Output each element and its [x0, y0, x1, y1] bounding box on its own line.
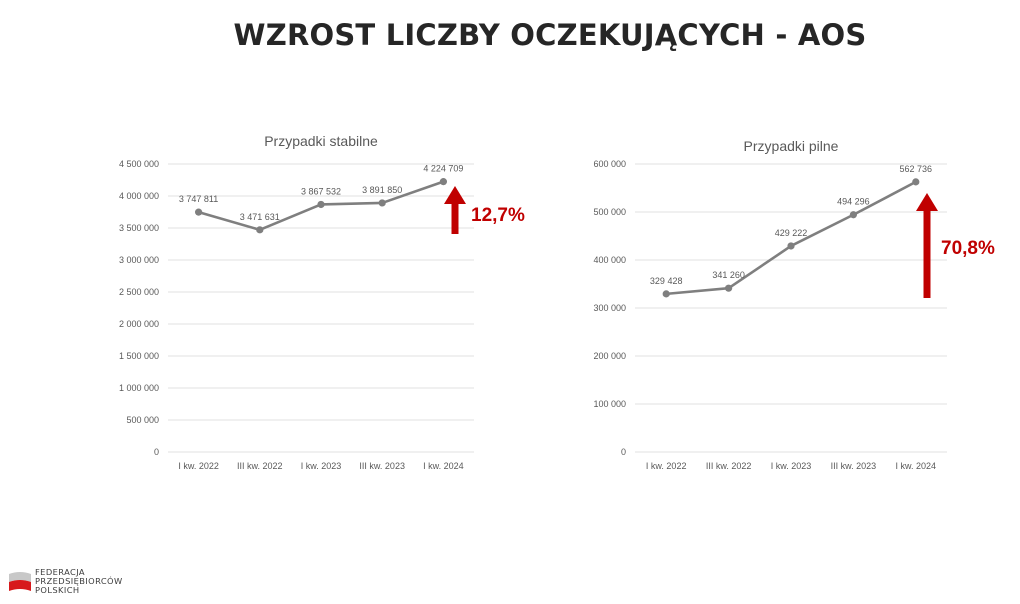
growth-label: 12,7% — [471, 205, 525, 226]
data-label: 4 224 709 — [423, 164, 463, 174]
data-label: 329 428 — [650, 276, 683, 286]
data-point — [662, 290, 670, 298]
y-tick-label: 1 500 000 — [119, 351, 159, 361]
data-label: 3 747 811 — [179, 194, 218, 204]
logo-text: FEDERACJA PRZEDSIĘBIORCÓW POLSKICH — [35, 567, 123, 596]
logo-line-3: POLSKICH — [35, 585, 80, 596]
logo-line-2: PRZEDSIĘBIORCÓW — [35, 576, 123, 587]
y-tick-label: 4 000 000 — [119, 191, 159, 201]
data-point — [256, 226, 264, 234]
data-point — [787, 242, 795, 250]
data-point — [849, 211, 858, 219]
logo-line-1: FEDERACJA — [35, 567, 85, 577]
chart-urgent-cases: Przypadki pilne 0 100 000 200 000 300 000 400… — [593, 138, 995, 471]
growth-label: 70,8% — [941, 238, 995, 259]
data-label: 3 471 631 — [240, 212, 280, 222]
growth-arrow-icon — [444, 186, 466, 234]
x-tick-label: III kw. 2022 — [706, 461, 752, 471]
x-tick-label: III kw. 2023 — [831, 461, 877, 471]
x-tick-label: I kw. 2022 — [646, 461, 687, 471]
y-tick-label: 500 000 — [593, 207, 626, 217]
y-tick-label: 3 000 000 — [119, 255, 159, 265]
y-tick-label: 3 500 000 — [119, 223, 159, 233]
data-point — [195, 208, 203, 216]
y-tick-label: 4 500 000 — [119, 159, 159, 169]
y-tick-label: 400 000 — [593, 255, 626, 265]
chart-title: Przypadki pilne — [744, 138, 839, 154]
data-point — [439, 178, 447, 186]
data-point — [912, 178, 920, 186]
y-tick-label: 200 000 — [593, 351, 626, 361]
x-tick-label: I kw. 2023 — [771, 461, 812, 471]
data-point — [725, 284, 733, 292]
y-tick-label: 600 000 — [593, 159, 626, 169]
growth-arrow-head — [444, 186, 466, 204]
x-tick-label: III kw. 2022 — [237, 461, 283, 471]
federation-logo: FEDERACJA PRZEDSIĘBIORCÓW POLSKICH — [8, 567, 158, 598]
y-tick-label: 0 — [621, 447, 626, 457]
data-label: 429 222 — [775, 228, 808, 238]
x-tick-label: I kw. 2023 — [301, 461, 342, 471]
growth-arrow-shaft — [451, 200, 459, 234]
y-tick-label: 500 000 — [126, 415, 159, 425]
x-tick-label: I kw. 2022 — [178, 461, 219, 471]
data-label: 341 260 — [712, 270, 745, 280]
x-tick-label: III kw. 2023 — [359, 461, 405, 471]
data-point — [378, 199, 386, 207]
chart-stable-cases: Przypadki stabilne 0 500 000 1 000 000 1 500… — [119, 133, 525, 471]
y-tick-label: 300 000 — [593, 303, 626, 313]
data-label: 3 891 850 — [362, 185, 402, 195]
y-tick-label: 1 000 000 — [119, 383, 159, 393]
data-label: 562 736 — [900, 164, 933, 174]
growth-arrow-shaft — [923, 207, 931, 298]
page-title: WZROST LICZBY OCZEKUJĄCYCH - AOS — [233, 18, 867, 52]
y-tick-label: 2 000 000 — [119, 319, 159, 329]
data-point — [317, 200, 325, 209]
x-tick-label: I kw. 2024 — [423, 461, 464, 471]
growth-arrow-icon — [916, 193, 938, 298]
data-label: 3 867 532 — [301, 186, 341, 196]
chart-title: Przypadki stabilne — [264, 133, 378, 149]
y-tick-label: 0 — [154, 447, 159, 457]
y-tick-label: 2 500 000 — [119, 287, 159, 297]
flag-logo-icon — [9, 572, 31, 591]
y-tick-label: 100 000 — [593, 399, 626, 409]
growth-arrow-head — [916, 193, 938, 211]
data-label: 494 296 — [837, 197, 870, 207]
x-tick-label: I kw. 2024 — [896, 461, 937, 471]
